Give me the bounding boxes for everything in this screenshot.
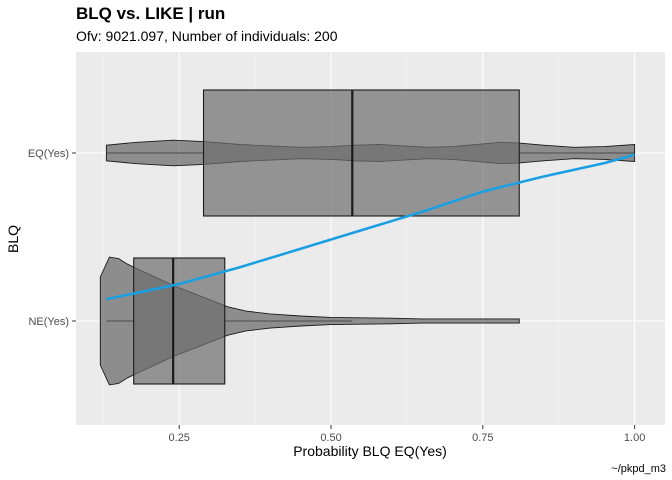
x-axis-title: Probability BLQ EQ(Yes) — [293, 443, 447, 459]
chart-subtitle: Ofv: 9021.097, Number of individuals: 20… — [76, 28, 338, 44]
y-axis-title: BLQ — [5, 225, 21, 253]
chart-marks — [99, 89, 636, 386]
y-tick-label: NE(Yes) — [28, 316, 69, 328]
box-eqyes — [202, 89, 520, 217]
x-tick-label: 0.25 — [169, 432, 190, 444]
x-tick-label: 0.50 — [320, 432, 341, 444]
x-tick-label: 0.75 — [472, 432, 493, 444]
x-tick-label: 1.00 — [624, 432, 645, 444]
y-tick-label: EQ(Yes) — [28, 148, 69, 160]
chart-title: BLQ vs. LIKE | run — [76, 4, 225, 23]
axes: 0.25 0.50 0.75 1.00 NE(Yes) EQ(Yes) — [28, 148, 646, 444]
box-neyes — [133, 257, 226, 385]
trend-line — [106, 153, 635, 301]
chart-caption: ~/pkpd_m3 — [611, 463, 666, 475]
